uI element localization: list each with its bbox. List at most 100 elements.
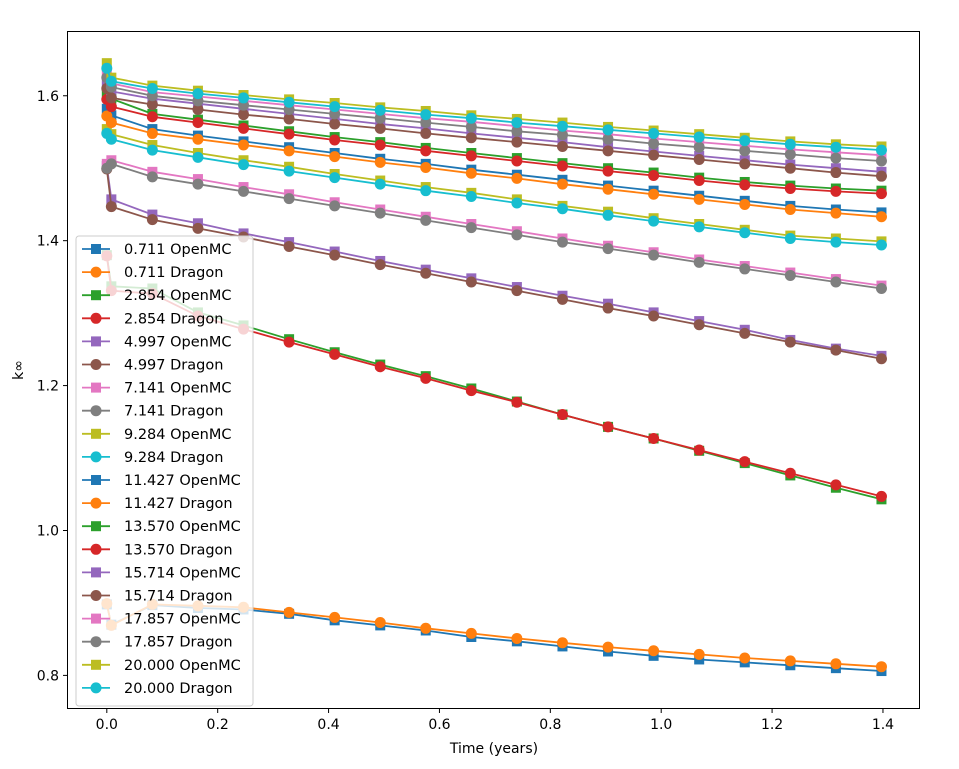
data-point: [465, 190, 477, 202]
series-15-714-dragon: [101, 83, 887, 182]
x-tick-label: 0.8: [539, 717, 561, 733]
legend-label: 15.714 OpenMC: [124, 565, 241, 581]
data-point: [556, 140, 568, 152]
data-point: [105, 92, 117, 104]
data-point: [420, 372, 432, 384]
data-point: [105, 101, 117, 113]
legend-marker: [91, 475, 101, 485]
data-point: [784, 183, 796, 195]
legend-marker: [90, 266, 102, 278]
data-point: [329, 101, 341, 113]
series-7-141-dragon: [101, 158, 887, 294]
data-point: [830, 141, 842, 153]
legend-label: 2.854 Dragon: [124, 311, 223, 327]
data-point: [105, 158, 117, 170]
data-point: [146, 98, 158, 110]
data-point: [784, 138, 796, 150]
data-point: [329, 118, 341, 130]
data-point: [238, 139, 250, 151]
data-point: [329, 611, 341, 623]
data-point: [875, 188, 887, 200]
y-tick-label: 1.4: [37, 234, 59, 250]
data-point: [283, 128, 295, 140]
data-point: [875, 661, 887, 673]
data-point: [511, 136, 523, 148]
legend-marker: [90, 682, 102, 694]
data-point: [374, 259, 386, 271]
data-point: [374, 104, 386, 116]
data-point: [830, 344, 842, 356]
legend-item: 11.427 OpenMC: [82, 473, 241, 489]
data-point: [105, 117, 117, 129]
data-point: [511, 155, 523, 167]
data-point: [511, 229, 523, 241]
data-point: [283, 96, 295, 108]
plot-area-frame: [67, 31, 920, 709]
data-point: [556, 129, 568, 141]
data-point: [192, 133, 204, 145]
legend-label: 7.141 Dragon: [124, 404, 223, 420]
x-tick-label: 1.2: [761, 717, 783, 733]
data-point: [556, 293, 568, 305]
data-point: [420, 622, 432, 634]
data-point: [602, 145, 614, 157]
x-axis-label: Time (years): [449, 741, 538, 757]
data-point: [602, 243, 614, 255]
legend-label: 11.427 OpenMC: [124, 473, 241, 489]
data-point: [465, 121, 477, 133]
legend-marker: [90, 497, 102, 509]
data-point: [693, 319, 705, 331]
data-point: [374, 112, 386, 124]
legend-label: 9.284 OpenMC: [124, 427, 231, 443]
legend-marker: [90, 590, 102, 601]
legend-label: 15.714 Dragon: [124, 589, 233, 605]
data-point: [374, 156, 386, 168]
legend-box: [75, 235, 254, 707]
data-point: [420, 161, 432, 173]
data-point: [420, 117, 432, 129]
data-point: [420, 109, 432, 121]
data-point: [465, 167, 477, 179]
legend-marker: [90, 359, 102, 370]
legend-label: 20.000 Dragon: [124, 681, 233, 697]
legend-marker: [91, 290, 101, 301]
data-point: [329, 348, 341, 360]
data-point: [602, 421, 614, 433]
data-point: [374, 207, 386, 219]
data-point: [830, 276, 842, 288]
data-point: [511, 172, 523, 184]
data-point: [146, 83, 158, 95]
legend-item: 17.857 Dragon: [82, 635, 233, 651]
data-point: [693, 193, 705, 205]
legend-item: 15.714 Dragon: [82, 589, 233, 605]
legend-label: 0.711 Dragon: [124, 265, 223, 281]
data-point: [739, 179, 751, 191]
legend-item: 4.997 OpenMC: [82, 334, 231, 350]
data-point: [283, 145, 295, 157]
data-point: [648, 169, 660, 181]
data-point: [146, 127, 158, 139]
legend-marker: [90, 405, 102, 417]
data-point: [283, 336, 295, 348]
data-point: [784, 162, 796, 174]
x-tick-label: 0.6: [428, 717, 450, 733]
data-point: [238, 185, 250, 197]
data-point: [556, 409, 568, 421]
data-point: [329, 200, 341, 212]
data-point: [693, 444, 705, 456]
data-point: [784, 336, 796, 348]
data-point: [875, 211, 887, 223]
data-point: [830, 479, 842, 491]
y-axis-label: k∞: [11, 360, 27, 380]
data-point: [602, 641, 614, 653]
data-point: [465, 112, 477, 124]
data-point: [830, 167, 842, 179]
legend-label: 17.857 OpenMC: [124, 612, 241, 628]
data-point: [420, 185, 432, 197]
data-point: [739, 135, 751, 147]
data-point: [192, 104, 204, 116]
data-point: [329, 134, 341, 146]
data-point: [420, 127, 432, 139]
data-point: [238, 92, 250, 104]
legend-item: 7.141 Dragon: [82, 404, 223, 420]
